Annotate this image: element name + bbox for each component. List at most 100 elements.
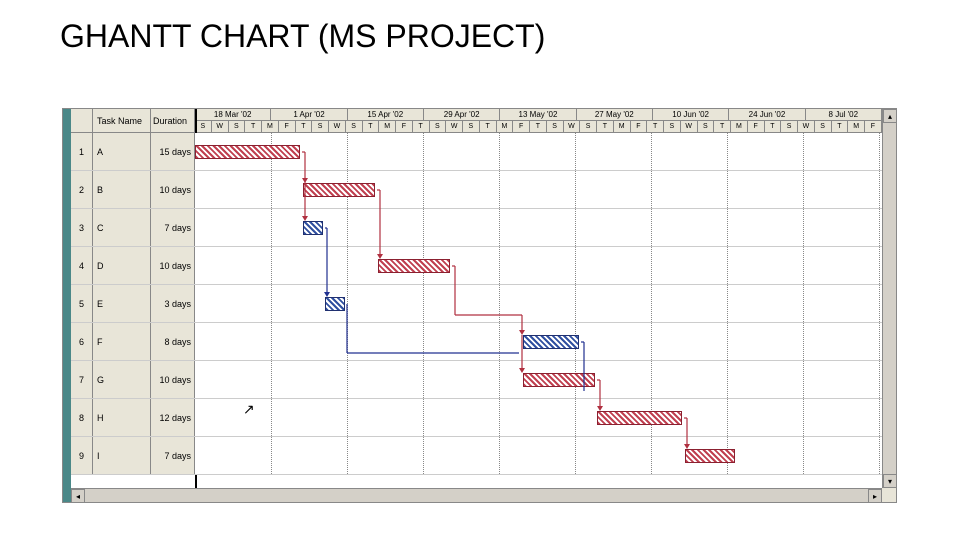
gridline xyxy=(727,285,728,322)
gantt-bar[interactable] xyxy=(325,297,345,311)
gantt-bar[interactable] xyxy=(303,221,323,235)
row-num: 6 xyxy=(71,323,93,360)
day-header: T xyxy=(832,121,849,132)
gridline xyxy=(499,361,500,398)
gridline xyxy=(423,399,424,436)
task-name-cell[interactable]: A xyxy=(93,133,151,170)
gantt-bar[interactable] xyxy=(303,183,375,197)
gridline xyxy=(803,133,804,170)
duration-cell[interactable]: 3 days xyxy=(151,285,195,322)
gridline xyxy=(575,133,576,170)
row-num: 1 xyxy=(71,133,93,170)
row-num: 2 xyxy=(71,171,93,208)
table-row[interactable]: 2B10 days xyxy=(71,171,882,209)
task-name-cell[interactable]: B xyxy=(93,171,151,208)
gridline xyxy=(347,209,348,246)
day-header: T xyxy=(245,121,262,132)
duration-cell[interactable]: 7 days xyxy=(151,209,195,246)
gridline xyxy=(879,285,880,322)
day-header: T xyxy=(714,121,731,132)
gridline xyxy=(803,361,804,398)
day-header: F xyxy=(279,121,296,132)
gridline xyxy=(803,209,804,246)
table-row[interactable]: 8H12 days xyxy=(71,399,882,437)
task-name-cell[interactable]: F xyxy=(93,323,151,360)
task-name-cell[interactable]: D xyxy=(93,247,151,284)
day-header: W xyxy=(446,121,463,132)
day-header: S xyxy=(664,121,681,132)
gridline xyxy=(879,361,880,398)
horizontal-scrollbar[interactable]: ◂ ▸ xyxy=(71,488,882,502)
task-name-cell[interactable]: E xyxy=(93,285,151,322)
timeline-cell[interactable] xyxy=(195,171,882,208)
duration-cell[interactable]: 8 days xyxy=(151,323,195,360)
timeline-cell[interactable] xyxy=(195,133,882,170)
duration-cell[interactable]: 10 days xyxy=(151,247,195,284)
gridline xyxy=(271,361,272,398)
gridline xyxy=(879,171,880,208)
gridline xyxy=(347,285,348,322)
duration-cell[interactable]: 12 days xyxy=(151,399,195,436)
gridline xyxy=(879,133,880,170)
duration-cell[interactable]: 10 days xyxy=(151,361,195,398)
timeline-cell[interactable] xyxy=(195,209,882,246)
slide-title: GHANTT CHART (MS PROJECT) xyxy=(60,18,545,55)
day-header: S xyxy=(312,121,329,132)
timeline-cell[interactable] xyxy=(195,437,882,474)
gridline xyxy=(727,323,728,360)
table-row[interactable]: 7G10 days xyxy=(71,361,882,399)
scroll-left-button[interactable]: ◂ xyxy=(71,489,85,503)
duration-cell[interactable]: 10 days xyxy=(151,171,195,208)
scroll-down-button[interactable]: ▾ xyxy=(883,474,897,488)
table-row[interactable]: 5E3 days xyxy=(71,285,882,323)
col-header-duration: Duration xyxy=(151,109,195,132)
timeline-cell[interactable] xyxy=(195,323,882,360)
gantt-bar[interactable] xyxy=(597,411,682,425)
vertical-scrollbar[interactable]: ▴ ▾ xyxy=(882,109,896,488)
table-row[interactable]: 1A15 days xyxy=(71,133,882,171)
task-name-cell[interactable]: C xyxy=(93,209,151,246)
row-num: 9 xyxy=(71,437,93,474)
day-header: W xyxy=(798,121,815,132)
gridline xyxy=(271,209,272,246)
gridline xyxy=(423,209,424,246)
task-name-cell[interactable]: G xyxy=(93,361,151,398)
task-name-cell[interactable]: I xyxy=(93,437,151,474)
gantt-bar[interactable] xyxy=(523,373,595,387)
scroll-right-button[interactable]: ▸ xyxy=(868,489,882,503)
gridline xyxy=(347,247,348,284)
day-header: F xyxy=(513,121,530,132)
gridline xyxy=(727,209,728,246)
table-row[interactable]: 9I7 days xyxy=(71,437,882,475)
timeline-cell[interactable] xyxy=(195,399,882,436)
table-row[interactable]: 6F8 days xyxy=(71,323,882,361)
task-name-cell[interactable]: H xyxy=(93,399,151,436)
day-header: W xyxy=(564,121,581,132)
timeline-cell[interactable] xyxy=(195,247,882,284)
duration-cell[interactable]: 7 days xyxy=(151,437,195,474)
gantt-bar[interactable] xyxy=(523,335,579,349)
timeline-cell[interactable] xyxy=(195,285,882,322)
duration-cell[interactable]: 15 days xyxy=(151,133,195,170)
day-header: S xyxy=(463,121,480,132)
gantt-bar[interactable] xyxy=(378,259,450,273)
day-header: M xyxy=(614,121,631,132)
gridline xyxy=(651,361,652,398)
period-header: 8 Jul '02 xyxy=(806,109,882,120)
gridline xyxy=(271,437,272,474)
gridline xyxy=(423,437,424,474)
period-header: 10 Jun '02 xyxy=(653,109,729,120)
row-num: 7 xyxy=(71,361,93,398)
scroll-up-button[interactable]: ▴ xyxy=(883,109,897,123)
task-rows: 1A15 days2B10 days3C7 days4D10 days5E3 d… xyxy=(71,133,882,488)
gridline xyxy=(423,323,424,360)
day-header: W xyxy=(329,121,346,132)
gantt-bar[interactable] xyxy=(685,449,735,463)
gridline xyxy=(499,437,500,474)
timeline-cell[interactable] xyxy=(195,361,882,398)
row-num: 3 xyxy=(71,209,93,246)
gridline xyxy=(499,171,500,208)
gantt-bar[interactable] xyxy=(195,145,300,159)
table-row[interactable]: 3C7 days xyxy=(71,209,882,247)
table-row[interactable]: 4D10 days xyxy=(71,247,882,285)
